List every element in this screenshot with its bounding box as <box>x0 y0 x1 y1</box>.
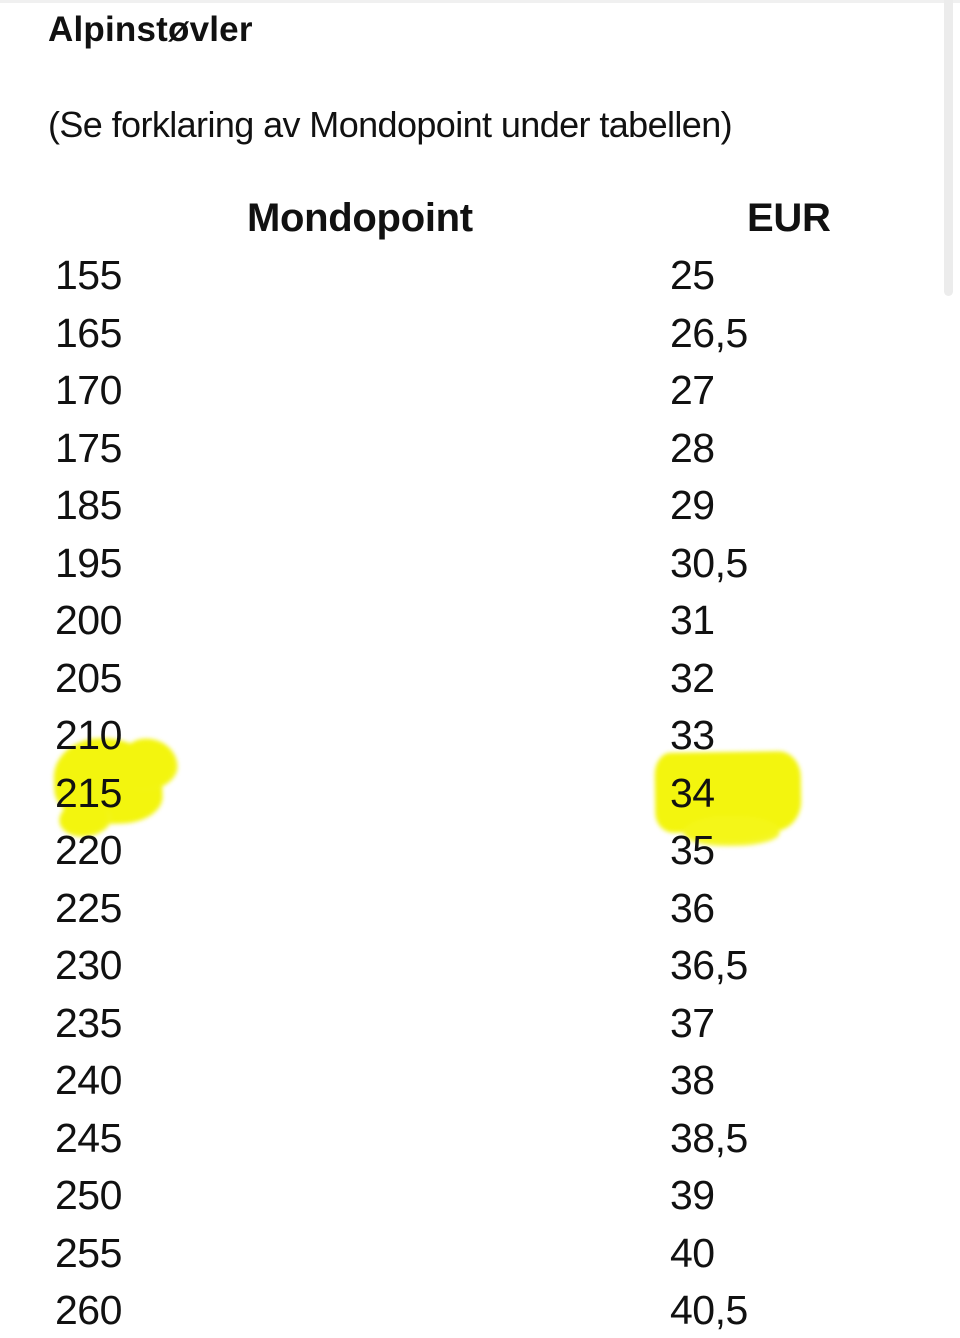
table-row: 215 34 <box>0 735 960 833</box>
table-row: 255 40 <box>0 1225 960 1283</box>
eur-cell: 27 <box>670 367 715 413</box>
mondopoint-cell: 220 <box>55 827 122 873</box>
column-header-eur: EUR <box>747 196 831 240</box>
column-header-mondopoint: Mondopoint <box>247 196 473 240</box>
mondopoint-cell: 175 <box>55 424 122 471</box>
mondopoint-cell: 165 <box>55 309 122 356</box>
mondopoint-cell: 235 <box>55 999 122 1046</box>
eur-cell: 39 <box>670 1172 715 1218</box>
mondopoint-explanation-note: (Se forklaring av Mondopoint under tabel… <box>48 104 733 145</box>
table-row: 220 35 <box>0 822 960 880</box>
eur-cell: 38 <box>670 1057 715 1103</box>
mondopoint-cell: 195 <box>55 539 122 586</box>
top-divider <box>0 0 960 3</box>
table-row: 210 33 <box>0 707 960 765</box>
eur-cell: 40 <box>670 1229 715 1276</box>
table-row: 235 37 <box>0 995 960 1053</box>
mondopoint-cell: 225 <box>55 884 122 931</box>
eur-cell: 32 <box>670 654 715 701</box>
eur-cell: 37 <box>670 999 715 1046</box>
table-row: 250 39 <box>0 1167 960 1225</box>
mondopoint-cell: 255 <box>55 1229 122 1276</box>
table-row: 195 30,5 <box>0 535 960 593</box>
table-row: 260 40,5 <box>0 1282 960 1338</box>
eur-cell: 36,5 <box>670 942 748 988</box>
eur-cell: 30,5 <box>670 539 748 586</box>
mondopoint-cell: 245 <box>55 1114 122 1161</box>
table-row: 240 38 <box>0 1052 960 1110</box>
table-row: 155 25 <box>0 247 960 305</box>
eur-cell: 40,5 <box>670 1287 748 1333</box>
mondopoint-cell: 185 <box>55 482 122 528</box>
mondopoint-cell: 205 <box>55 654 122 701</box>
table-row: 185 29 <box>0 477 960 535</box>
mondopoint-cell: 230 <box>55 942 122 988</box>
table-row: 205 32 <box>0 650 960 708</box>
table-row: 245 38,5 <box>0 1110 960 1168</box>
mondopoint-cell: 200 <box>55 597 122 643</box>
table-row: 225 36 <box>0 880 960 938</box>
eur-cell: 34 <box>670 769 715 816</box>
mondopoint-cell: 170 <box>55 367 122 413</box>
eur-cell: 35 <box>670 827 715 873</box>
mondopoint-cell: 260 <box>55 1287 122 1333</box>
mondopoint-cell: 210 <box>55 712 122 758</box>
table-row: 170 27 <box>0 362 960 420</box>
table-row: 175 28 <box>0 420 960 478</box>
eur-cell: 33 <box>670 712 715 758</box>
eur-cell: 28 <box>670 424 715 471</box>
eur-cell: 36 <box>670 884 715 931</box>
eur-cell: 31 <box>670 597 715 643</box>
eur-cell: 29 <box>670 482 715 528</box>
table-row: 230 36,5 <box>0 937 960 995</box>
mondopoint-cell: 240 <box>55 1057 122 1103</box>
eur-cell: 26,5 <box>670 309 748 356</box>
scrollbar-thumb[interactable] <box>944 0 953 296</box>
mondopoint-cell: 155 <box>55 252 122 298</box>
size-table-body: 155 25 165 26,5 170 27 175 28 185 29 195 30,5 200 31 2… <box>0 247 960 1338</box>
eur-cell: 38,5 <box>670 1114 748 1161</box>
table-row: 200 31 <box>0 592 960 650</box>
page-title: Alpinstøvler <box>48 10 253 49</box>
mondopoint-cell: 215 <box>55 769 122 816</box>
mondopoint-cell: 250 <box>55 1172 122 1218</box>
table-row: 165 26,5 <box>0 305 960 363</box>
eur-cell: 25 <box>670 252 715 298</box>
